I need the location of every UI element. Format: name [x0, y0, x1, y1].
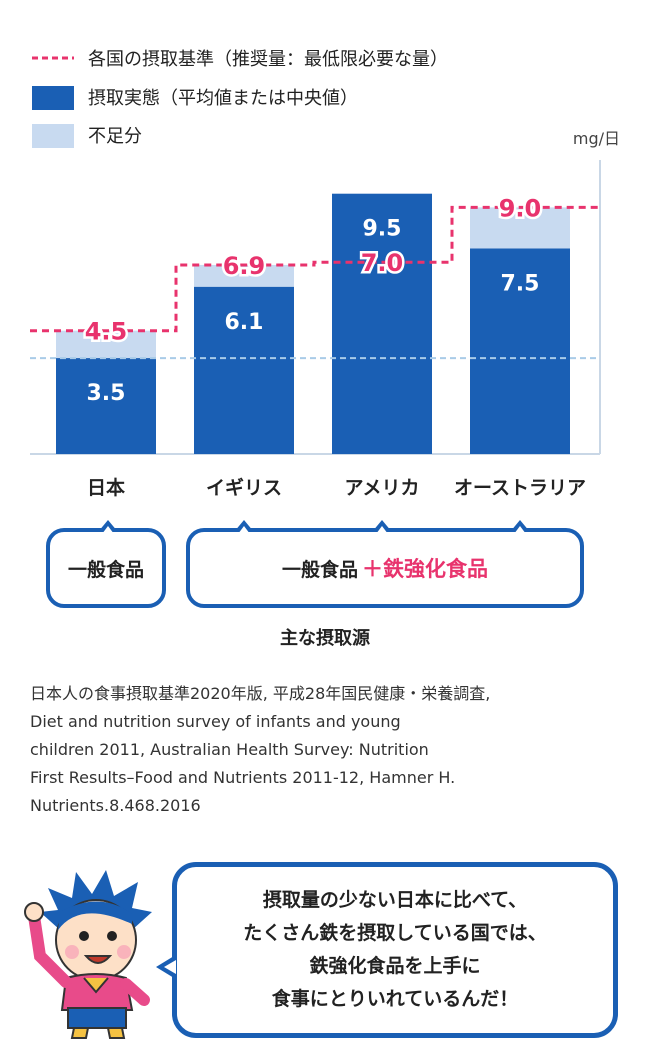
iron-intake-chart: 各国の摂取基準（推奨量：最低限必要な量） 摂取実態（平均値または中央値） 不足分…: [30, 49, 620, 499]
bubble-text: 摂取量の少ない日本に比べて、 たくさん鉄を摂取している国では、 鉄強化食品を上手…: [243, 889, 547, 1010]
source-label-fortified: ＋鉄強化食品: [362, 557, 488, 581]
actual-value-label-1: 6.1: [225, 310, 264, 335]
pointer-uk: [234, 520, 254, 534]
source-label-japan: 一般食品: [67, 558, 144, 581]
actual-bar-3: [470, 248, 570, 454]
recommended-value-label-2: 7.0: [361, 249, 404, 277]
category-label-0: 日本: [87, 476, 125, 499]
pointer-au: [510, 520, 530, 534]
source-box-japan: 一般食品: [46, 520, 166, 608]
actual-value-label-3: 7.5: [501, 272, 540, 297]
legend-swatch-shortfall: [32, 124, 74, 148]
shortfall-bar-3: [470, 207, 570, 249]
category-label-2: アメリカ: [344, 477, 419, 499]
boy-mascot-icon: [24, 870, 152, 1039]
citation-text: 日本人の食事摂取基準2020年版, 平成28年国民健康・栄養調査, Diet a…: [30, 684, 491, 815]
actual-bar-1: [194, 286, 294, 454]
source-title: 主な摂取源: [280, 628, 370, 649]
legend-swatch-actual: [32, 86, 74, 110]
actual-value-label-0: 3.5: [87, 381, 126, 406]
recommended-value-label-3: 9.0: [499, 194, 542, 222]
unit-label: mg/日: [573, 129, 620, 148]
category-label-3: オーストラリア: [454, 477, 586, 499]
pointer-us: [372, 520, 392, 534]
source-box-others: 一般食品 ＋鉄強化食品: [186, 520, 584, 608]
shortfall-bar-1: [194, 264, 294, 287]
recommended-value-label-1: 6.9: [223, 252, 266, 280]
actual-bar-0: [56, 358, 156, 454]
category-label-1: イギリス: [206, 477, 282, 499]
shortfall-bar-0: [56, 330, 156, 359]
actual-bar-2: [332, 193, 432, 454]
bubble-tail-inner: [164, 960, 176, 974]
speech-bubble: 摂取量の少ない日本に比べて、 たくさん鉄を摂取している国では、 鉄強化食品を上手…: [172, 862, 618, 1038]
legend-label-actual: 摂取実態（平均値または中央値）: [88, 88, 358, 109]
legend-label-shortfall: 不足分: [88, 126, 142, 147]
pointer-japan: [98, 520, 118, 534]
source-label-base: 一般食品: [281, 558, 358, 581]
legend-label-recommended: 各国の摂取基準（推奨量：最低限必要な量）: [88, 49, 448, 70]
actual-value-label-2: 9.5: [363, 217, 402, 242]
recommended-value-label-0: 4.5: [85, 318, 128, 346]
recommended-step-line: [30, 205, 600, 333]
